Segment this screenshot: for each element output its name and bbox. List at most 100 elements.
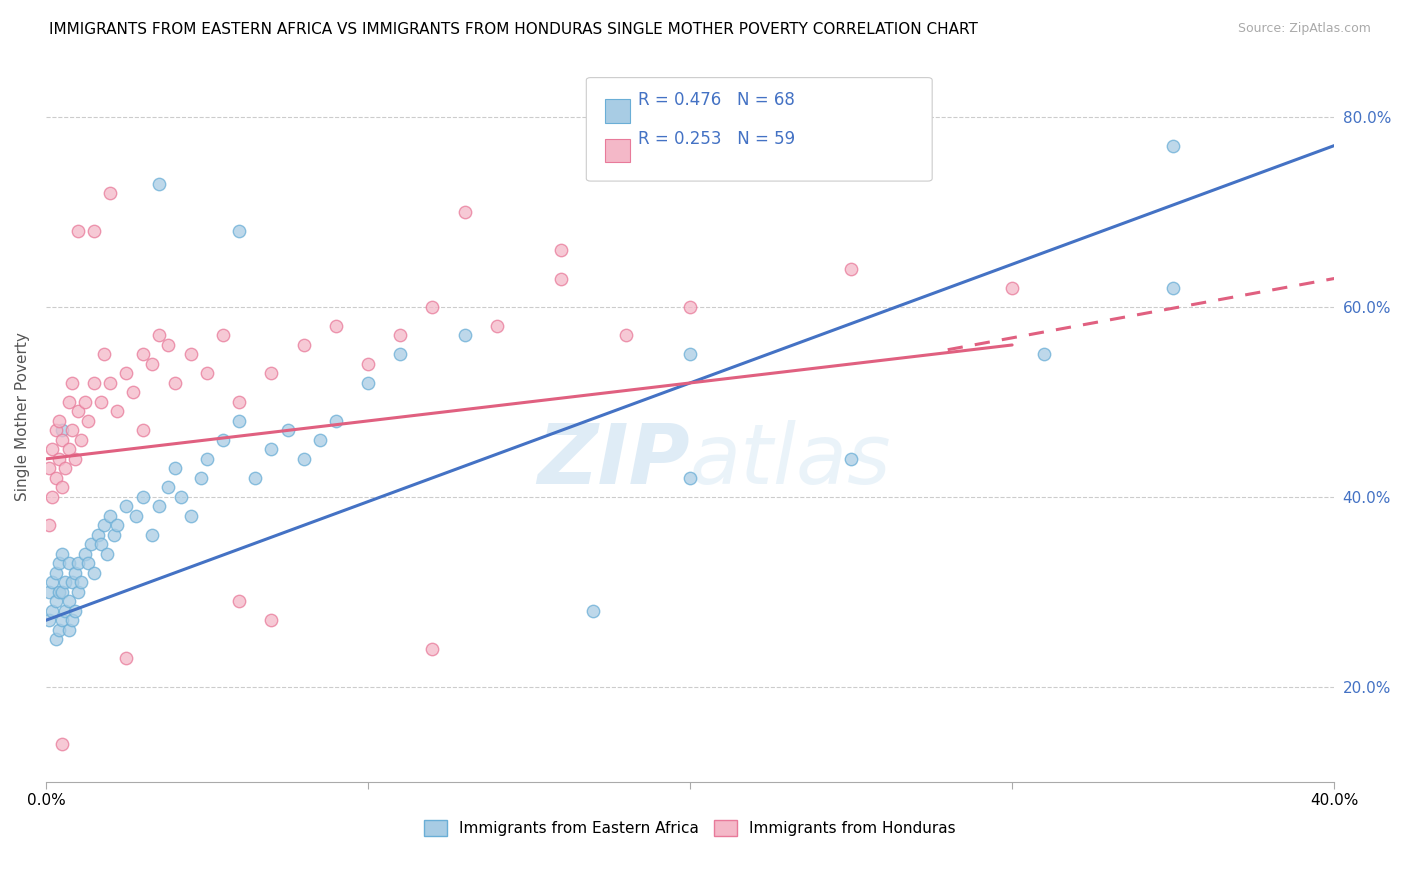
Point	[60, 613, 83, 627]
Text: Source: ZipAtlas.com: Source: ZipAtlas.com	[1237, 22, 1371, 36]
Point	[260, 613, 283, 627]
Point	[58, 557, 80, 571]
Point	[86, 528, 108, 542]
Point	[325, 414, 347, 428]
Point	[389, 328, 412, 343]
Point	[90, 537, 112, 551]
Point	[41, 490, 63, 504]
Point	[51, 547, 73, 561]
Point	[58, 594, 80, 608]
Point	[422, 641, 444, 656]
Point	[245, 471, 267, 485]
Text: R = 0.476   N = 68: R = 0.476 N = 68	[638, 91, 796, 109]
Point	[38, 518, 60, 533]
Point	[212, 328, 235, 343]
Point	[195, 451, 218, 466]
Point	[76, 557, 98, 571]
Legend: Immigrants from Eastern Africa, Immigrants from Honduras: Immigrants from Eastern Africa, Immigran…	[425, 820, 956, 836]
Point	[1001, 281, 1024, 295]
Point	[83, 224, 105, 238]
Point	[51, 584, 73, 599]
Point	[100, 508, 122, 523]
Point	[679, 347, 702, 361]
Point	[103, 528, 125, 542]
Point	[70, 433, 93, 447]
Point	[90, 395, 112, 409]
Point	[260, 442, 283, 457]
Point	[48, 623, 70, 637]
Point	[276, 424, 298, 438]
Point	[53, 461, 76, 475]
Point	[48, 584, 70, 599]
Point	[70, 575, 93, 590]
Point	[141, 528, 163, 542]
Point	[839, 451, 862, 466]
Point	[93, 347, 115, 361]
Point	[157, 480, 180, 494]
Point	[131, 424, 153, 438]
Point	[212, 433, 235, 447]
Point	[325, 318, 347, 333]
Point	[485, 318, 508, 333]
Point	[163, 461, 186, 475]
Point	[41, 604, 63, 618]
Point	[115, 500, 138, 514]
Point	[308, 433, 330, 447]
Point	[63, 451, 86, 466]
Point	[76, 414, 98, 428]
Point	[195, 367, 218, 381]
Point	[83, 376, 105, 390]
Point	[48, 414, 70, 428]
Point	[422, 300, 444, 314]
Point	[53, 575, 76, 590]
Point	[83, 566, 105, 580]
Text: IMMIGRANTS FROM EASTERN AFRICA VS IMMIGRANTS FROM HONDURAS SINGLE MOTHER POVERTY: IMMIGRANTS FROM EASTERN AFRICA VS IMMIGR…	[49, 22, 979, 37]
Point	[93, 518, 115, 533]
Text: atlas: atlas	[690, 419, 891, 500]
Point	[180, 347, 202, 361]
Point	[96, 547, 118, 561]
Point	[48, 451, 70, 466]
Point	[453, 328, 475, 343]
Point	[58, 395, 80, 409]
Point	[105, 518, 128, 533]
Point	[63, 604, 86, 618]
Point	[38, 613, 60, 627]
Point	[228, 395, 250, 409]
Point	[45, 566, 67, 580]
Point	[38, 461, 60, 475]
Point	[67, 584, 90, 599]
Point	[45, 632, 67, 647]
Point	[58, 623, 80, 637]
Point	[51, 433, 73, 447]
Point	[228, 224, 250, 238]
Text: R = 0.253   N = 59: R = 0.253 N = 59	[638, 130, 796, 148]
Point	[60, 424, 83, 438]
Point	[148, 500, 170, 514]
Point	[38, 584, 60, 599]
Point	[131, 347, 153, 361]
Point	[357, 357, 380, 371]
Point	[1161, 138, 1184, 153]
Point	[260, 367, 283, 381]
Y-axis label: Single Mother Poverty: Single Mother Poverty	[15, 332, 30, 500]
Point	[67, 557, 90, 571]
Point	[679, 300, 702, 314]
Point	[60, 575, 83, 590]
Point	[63, 566, 86, 580]
Point	[180, 508, 202, 523]
Point	[679, 471, 702, 485]
Point	[100, 186, 122, 200]
Point	[125, 508, 148, 523]
Point	[292, 338, 315, 352]
Point	[163, 376, 186, 390]
Point	[582, 604, 605, 618]
Point	[53, 604, 76, 618]
Point	[190, 471, 212, 485]
Point	[148, 328, 170, 343]
Point	[1161, 281, 1184, 295]
Point	[157, 338, 180, 352]
Point	[73, 547, 96, 561]
Point	[58, 442, 80, 457]
Point	[48, 557, 70, 571]
